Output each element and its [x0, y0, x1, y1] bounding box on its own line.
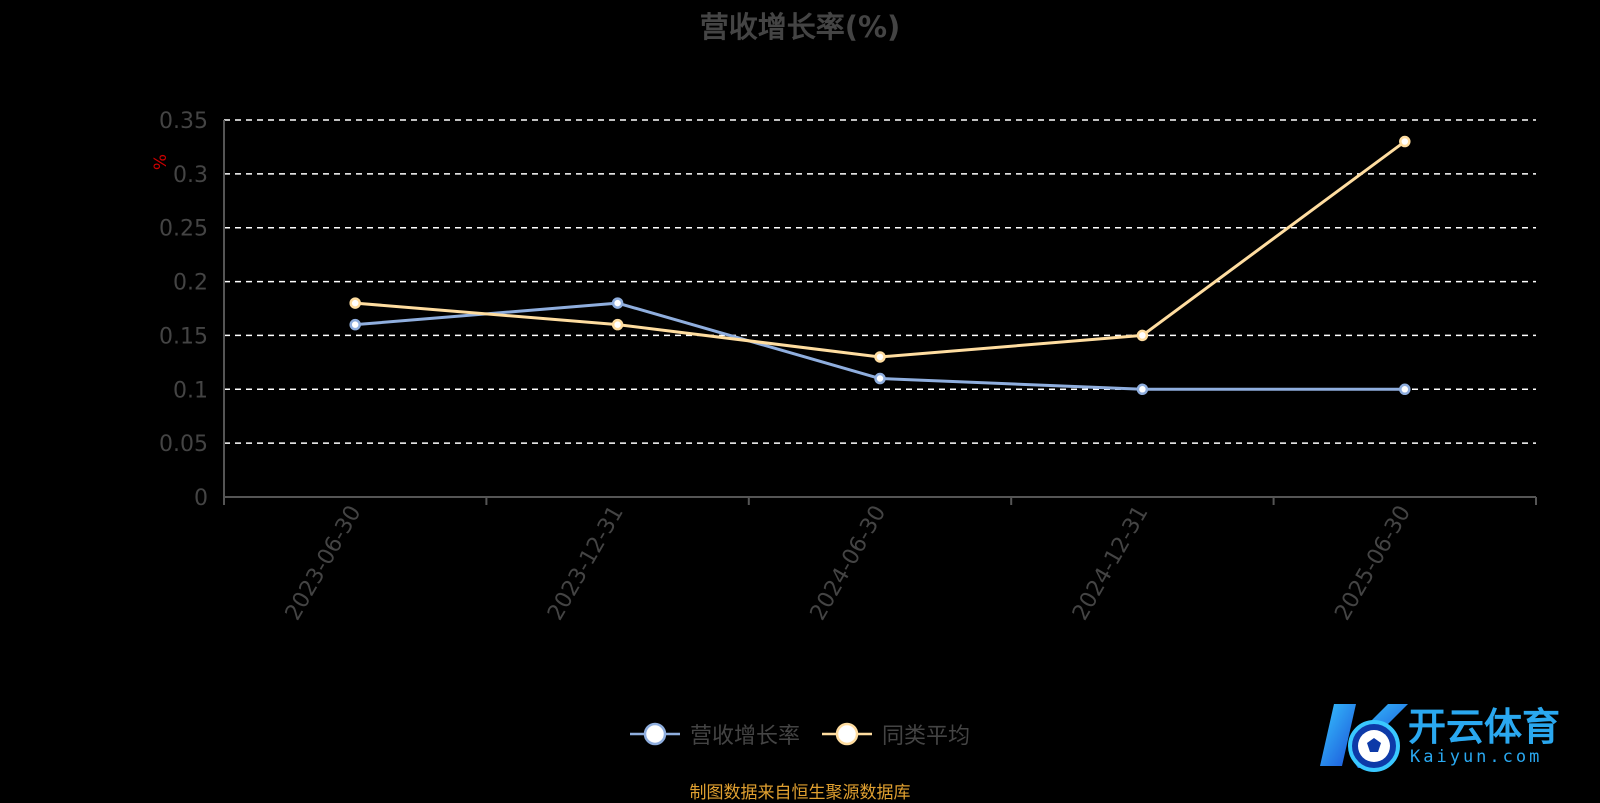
y-tick-label: 0.2	[173, 271, 208, 296]
x-tick-label: 2024-06-30	[806, 502, 892, 625]
grid-lines	[224, 119, 1536, 444]
data-point-1[interactable]	[611, 318, 624, 331]
legend-label-company: 营收增长率	[689, 724, 800, 749]
legend-item-company[interactable]: 营收增长率	[629, 718, 800, 750]
chart-legend: 营收增长率 同类平均	[0, 718, 1600, 750]
y-tick-label: 0.15	[159, 324, 208, 349]
data-point-0[interactable]	[349, 318, 361, 331]
data-source-note: 制图数据来自恒生聚源数据库	[689, 783, 911, 803]
data-point-1[interactable]	[874, 351, 886, 363]
y-tick-label: 0.3	[173, 163, 208, 188]
series-lines	[349, 135, 1411, 396]
x-tick-label: 2025-06-30	[1330, 502, 1416, 625]
legend-marker-company-icon	[629, 722, 680, 746]
data-point-1[interactable]	[349, 297, 361, 309]
y-tick-label: 0.35	[159, 109, 208, 134]
x-tick-label: 2023-06-30	[281, 502, 367, 625]
data-point-0[interactable]	[874, 372, 886, 385]
data-point-1[interactable]	[1399, 135, 1411, 148]
data-point-0[interactable]	[1399, 383, 1411, 396]
data-point-0[interactable]	[1136, 383, 1149, 396]
y-tick-label: 0.25	[159, 217, 208, 242]
x-tick-label: 2024-12-31	[1068, 502, 1154, 625]
x-tick-label: 2023-12-31	[543, 502, 629, 625]
legend-label-average: 同类平均	[882, 724, 971, 749]
brand-logo: 开云体育 Kaiyun.com	[1320, 704, 1560, 772]
y-unit-label: %	[151, 154, 171, 170]
chart-title: 营收增长率(%)	[699, 10, 901, 44]
logo-k-icon	[1320, 704, 1356, 766]
logo-url-text: Kaiyun.com	[1410, 747, 1542, 767]
axes: 0 0.05 0.1 0.15 0.2 0.25 0.3 0.35 2023-06-30 2023…	[159, 109, 1537, 625]
logo-cn-text: 开云体育	[1408, 705, 1560, 749]
data-point-1[interactable]	[1136, 329, 1149, 342]
legend-marker-average-icon	[822, 722, 872, 746]
y-tick-label: 0	[194, 486, 208, 511]
y-tick-label: 0.05	[159, 432, 208, 457]
legend-item-average[interactable]: 同类平均	[822, 718, 970, 750]
data-point-0[interactable]	[611, 297, 624, 309]
y-tick-label: 0.1	[173, 378, 208, 403]
